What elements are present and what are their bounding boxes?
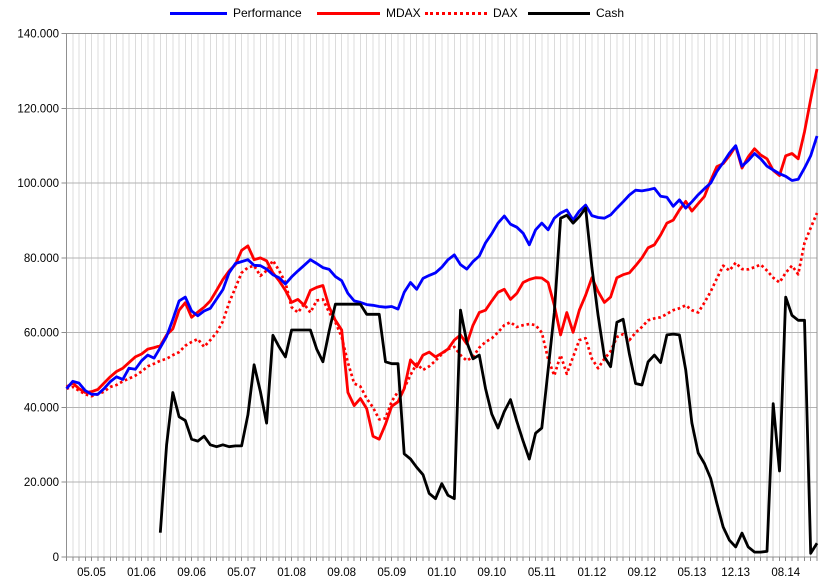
y-tick-label: 40.000 xyxy=(24,402,59,414)
series-line-cash xyxy=(158,206,819,555)
legend-item-performance: Performance xyxy=(170,5,302,21)
legend-marker-dax-icon xyxy=(425,11,487,15)
y-tick-label: 80.000 xyxy=(24,253,59,265)
x-tick-label: 08.14 xyxy=(771,567,800,579)
legend-marker-cash-icon xyxy=(528,11,590,15)
legend-marker-mdax-icon xyxy=(317,11,380,15)
y-tick-label: 60.000 xyxy=(24,328,59,340)
x-tick-label: 05.07 xyxy=(227,567,256,579)
series-line-dax xyxy=(66,212,819,421)
x-tick-label: 01.10 xyxy=(427,567,456,579)
legend-label-mdax: MDAX xyxy=(386,6,421,20)
legend-item-dax: DAX xyxy=(425,5,518,21)
x-tick-label: 05.05 xyxy=(77,567,106,579)
x-tick-label: 01.06 xyxy=(127,567,156,579)
x-tick-label: 09.06 xyxy=(177,567,206,579)
x-tick-label: 09.08 xyxy=(327,567,356,579)
series-line-mdax xyxy=(65,68,819,441)
y-tick-label: 20.000 xyxy=(24,477,59,489)
legend-label-cash: Cash xyxy=(596,6,625,20)
y-tick-label: 140.000 xyxy=(17,29,59,41)
legend-label-dax: DAX xyxy=(493,6,518,20)
x-tick-label: 09.10 xyxy=(477,567,506,579)
x-tick-label: 05.09 xyxy=(377,567,406,579)
legend-item-cash: Cash xyxy=(528,5,624,21)
y-tick-label: 100.000 xyxy=(17,178,59,190)
x-tick-label: 01.12 xyxy=(577,567,606,579)
y-tick-label: 0 xyxy=(53,552,59,564)
series-line-performance xyxy=(65,135,819,396)
x-tick-label: 12.13 xyxy=(721,567,750,579)
x-tick-label: 05.13 xyxy=(678,567,707,579)
legend-label-performance: Performance xyxy=(233,6,302,20)
x-tick-label: 05.11 xyxy=(528,567,556,579)
x-tick-label: 09.12 xyxy=(627,567,656,579)
legend-marker-performance-icon xyxy=(170,11,227,15)
legend-item-mdax: MDAX xyxy=(317,5,421,21)
x-tick-label: 01.08 xyxy=(277,567,306,579)
y-tick-label: 120.000 xyxy=(17,103,59,115)
